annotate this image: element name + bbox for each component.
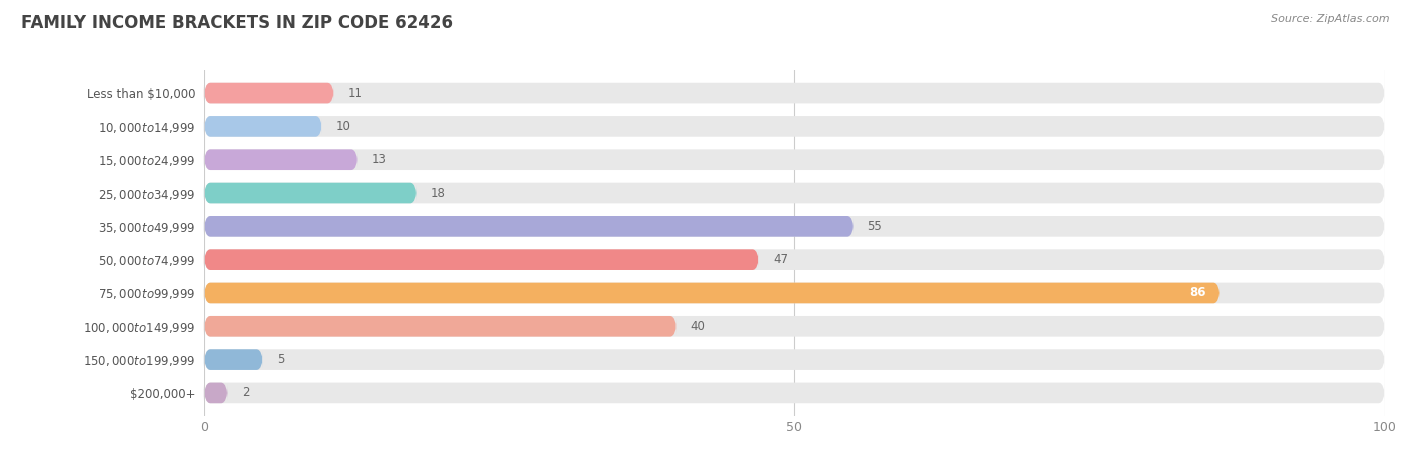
Text: 5: 5	[277, 353, 284, 366]
FancyBboxPatch shape	[204, 349, 1385, 370]
Text: 18: 18	[430, 186, 446, 199]
FancyBboxPatch shape	[204, 216, 853, 237]
FancyBboxPatch shape	[204, 316, 1385, 337]
Text: 13: 13	[371, 153, 387, 166]
FancyBboxPatch shape	[204, 183, 1385, 203]
Text: FAMILY INCOME BRACKETS IN ZIP CODE 62426: FAMILY INCOME BRACKETS IN ZIP CODE 62426	[21, 14, 453, 32]
FancyBboxPatch shape	[204, 382, 1385, 403]
FancyBboxPatch shape	[204, 283, 1385, 303]
FancyBboxPatch shape	[204, 349, 263, 370]
FancyBboxPatch shape	[204, 183, 416, 203]
FancyBboxPatch shape	[204, 149, 357, 170]
FancyBboxPatch shape	[204, 249, 759, 270]
FancyBboxPatch shape	[204, 83, 1385, 104]
Text: 11: 11	[347, 86, 363, 99]
FancyBboxPatch shape	[204, 249, 1385, 270]
FancyBboxPatch shape	[204, 382, 228, 403]
Text: Source: ZipAtlas.com: Source: ZipAtlas.com	[1271, 14, 1389, 23]
FancyBboxPatch shape	[204, 216, 1385, 237]
Text: 55: 55	[868, 220, 883, 233]
FancyBboxPatch shape	[204, 83, 333, 104]
Text: 10: 10	[336, 120, 352, 133]
FancyBboxPatch shape	[204, 149, 1385, 170]
Text: 47: 47	[773, 253, 789, 266]
FancyBboxPatch shape	[204, 283, 1219, 303]
Text: 40: 40	[690, 320, 706, 333]
FancyBboxPatch shape	[204, 116, 322, 137]
Text: 86: 86	[1189, 287, 1205, 300]
FancyBboxPatch shape	[204, 316, 676, 337]
FancyBboxPatch shape	[204, 116, 1385, 137]
Text: 2: 2	[242, 387, 249, 400]
